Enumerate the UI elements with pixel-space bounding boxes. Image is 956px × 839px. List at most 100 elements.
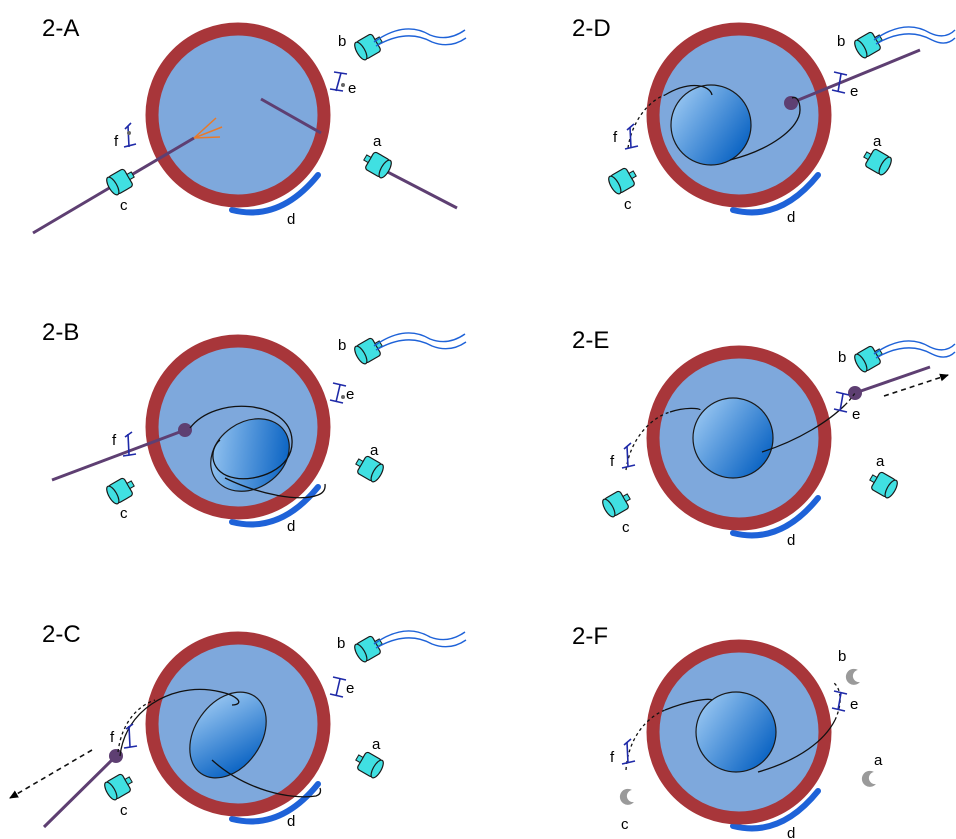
label-b: b <box>337 635 345 652</box>
panel-2-E: 2-E a b c d e f <box>572 327 956 549</box>
port-c <box>605 164 641 197</box>
port-c <box>103 165 139 198</box>
label-d: d <box>287 813 295 830</box>
suture-e <box>833 391 850 413</box>
port-a <box>865 468 901 501</box>
suture-left <box>664 698 713 711</box>
instrument-tip <box>178 423 192 437</box>
panel-title: 2-F <box>572 623 608 650</box>
label-f: f <box>114 133 119 150</box>
label-b: b <box>838 349 846 366</box>
label-a: a <box>876 453 885 470</box>
label-d: d <box>787 532 795 549</box>
suture-tail <box>224 477 326 499</box>
label-d: d <box>287 518 295 535</box>
suture-loop <box>189 405 293 480</box>
instrument <box>790 48 921 105</box>
label-f: f <box>610 453 615 470</box>
suture-left <box>669 407 701 413</box>
port-b <box>351 334 387 367</box>
suture-f <box>621 442 636 469</box>
suture-f <box>123 122 137 148</box>
label-e: e <box>346 680 354 697</box>
label-a: a <box>873 133 882 150</box>
suture-e <box>329 382 347 404</box>
withdraw-arrow <box>9 749 93 799</box>
suture-e <box>831 690 848 712</box>
label-e: e <box>348 80 356 97</box>
label-b: b <box>838 648 846 665</box>
suture-e <box>329 71 348 92</box>
speculum-d <box>730 495 821 539</box>
panel-2-A: 2-A a b c d e <box>32 15 467 235</box>
label-e: e <box>852 406 860 423</box>
port-a <box>359 148 395 181</box>
light-fiber-rays <box>193 117 223 139</box>
label-c: c <box>120 197 128 214</box>
suture-f <box>621 738 636 765</box>
instrument <box>854 365 931 395</box>
speculum-d <box>229 172 321 216</box>
suture-right-dashed <box>833 682 841 721</box>
panel-2-B: 2-B a b c d e f <box>42 319 467 535</box>
infusion-tubing <box>873 340 956 359</box>
suture-e <box>831 71 848 94</box>
port-a <box>351 748 387 781</box>
suture-dashed-segment <box>117 699 156 753</box>
centered-lens <box>692 397 774 479</box>
panel-2-D: 2-D a b c d e f <box>572 15 956 226</box>
panel-title: 2-B <box>42 319 79 346</box>
label-f: f <box>610 749 615 766</box>
speculum-d <box>229 781 321 825</box>
infusion-tubing <box>373 332 467 351</box>
speculum-d <box>730 788 821 832</box>
label-e: e <box>850 696 858 713</box>
dislocated-lens <box>189 691 267 779</box>
label-a: a <box>373 133 382 150</box>
light-pipe-instrument <box>51 428 186 482</box>
instrument-tip <box>848 386 862 400</box>
label-e: e <box>346 386 354 403</box>
infusion-tubing <box>373 28 467 47</box>
suture-f <box>122 431 137 457</box>
port-b <box>851 28 887 61</box>
removed-port-c <box>619 788 634 805</box>
suture-dashed-segment <box>627 94 666 149</box>
panel-title: 2-E <box>572 327 609 354</box>
label-f: f <box>613 129 618 146</box>
label-c: c <box>624 196 632 213</box>
suture-loop <box>664 84 713 96</box>
label-c: c <box>621 816 629 833</box>
panel-2-F: 2-F a b c d e f <box>572 623 883 839</box>
label-f: f <box>110 729 115 746</box>
speculum-d <box>730 172 821 216</box>
suture-right <box>757 719 836 773</box>
needle-a <box>379 166 458 210</box>
instrument-tip <box>109 749 123 763</box>
panel-title: 2-A <box>42 15 79 42</box>
instrument-tip <box>784 96 798 110</box>
label-b: b <box>837 33 845 50</box>
label-d: d <box>787 825 795 839</box>
suture-f <box>624 123 639 150</box>
panel-title: 2-C <box>42 621 81 648</box>
suture-knot-e <box>341 83 345 87</box>
port-c <box>103 474 139 507</box>
centered-lens <box>695 691 777 773</box>
label-b: b <box>338 33 346 50</box>
removed-port-a <box>861 770 876 787</box>
label-a: a <box>372 736 381 753</box>
label-c: c <box>120 802 128 819</box>
port-b <box>851 342 887 375</box>
eye-globe <box>145 22 331 208</box>
port-a <box>351 452 387 485</box>
light-pipe-instrument <box>42 754 118 829</box>
suture-f <box>123 723 138 749</box>
label-a: a <box>370 442 379 459</box>
removed-port-b <box>845 668 860 685</box>
label-b: b <box>338 337 346 354</box>
speculum-d <box>229 484 321 528</box>
suture-tail <box>729 96 801 161</box>
suture-knot-e <box>341 395 345 399</box>
